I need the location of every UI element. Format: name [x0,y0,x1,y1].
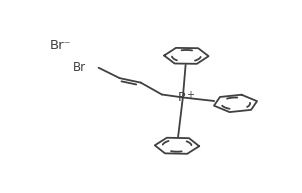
Text: +: + [186,90,194,100]
Text: Br⁻: Br⁻ [50,39,71,52]
Text: P: P [178,91,185,104]
Text: Br: Br [72,61,86,74]
